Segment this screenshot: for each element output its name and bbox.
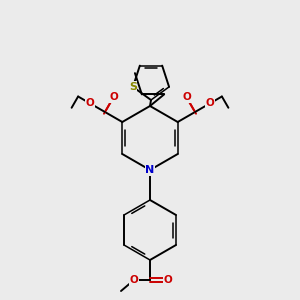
Text: N: N [146,165,154,175]
Text: S: S [129,82,137,92]
Text: O: O [206,98,214,109]
Text: O: O [164,275,172,285]
Text: O: O [109,92,118,102]
Text: O: O [182,92,191,102]
Text: O: O [130,275,138,285]
Text: O: O [86,98,94,109]
